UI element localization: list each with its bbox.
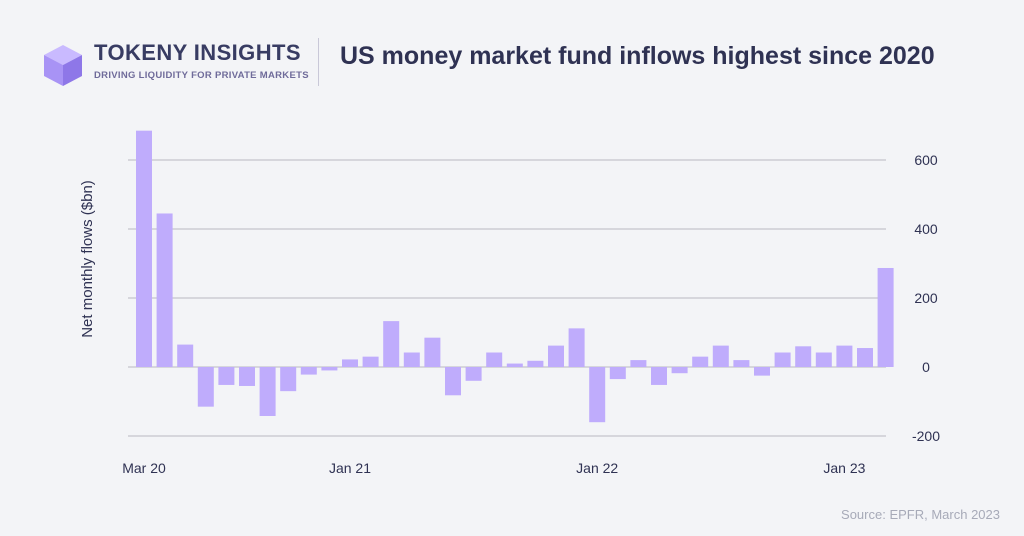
bar — [177, 344, 194, 367]
bar — [239, 367, 255, 386]
bar — [836, 345, 853, 367]
bar — [815, 352, 832, 367]
bar — [486, 352, 503, 367]
bar — [877, 267, 894, 367]
bar — [280, 367, 297, 392]
header-divider — [318, 38, 319, 86]
bar — [506, 363, 523, 367]
bar — [857, 348, 873, 367]
bar — [321, 367, 338, 371]
bar — [465, 367, 482, 381]
chart-title: US money market fund inflows highest sin… — [340, 42, 935, 70]
bar — [300, 367, 317, 375]
cube-logo-icon — [44, 45, 82, 86]
y-tick-label: 400 — [914, 221, 938, 237]
bar — [136, 130, 152, 367]
brand: TOKENY INSIGHTS DRIVING LIQUIDITY FOR PR… — [94, 40, 309, 81]
x-tick-label: Jan 21 — [329, 460, 371, 476]
bar — [362, 356, 379, 367]
bar — [342, 359, 358, 367]
bar — [568, 328, 585, 367]
y-axis-label: Net monthly flows ($bn) — [79, 180, 96, 338]
bar — [156, 213, 173, 367]
x-tick-label: Mar 20 — [122, 460, 166, 476]
x-tick-label: Jan 23 — [823, 460, 865, 476]
bar — [589, 367, 606, 423]
brand-tagline: DRIVING LIQUIDITY FOR PRIVATE MARKETS — [94, 70, 309, 81]
y-tick-label: 0 — [922, 359, 930, 375]
bar — [712, 345, 729, 367]
bar — [197, 367, 214, 407]
bar — [259, 367, 276, 416]
y-tick-label: -200 — [912, 428, 940, 444]
bar — [733, 360, 750, 367]
bar — [692, 356, 709, 367]
source-note: Source: EPFR, March 2023 — [841, 507, 1000, 522]
bar — [609, 367, 626, 380]
x-tick-label: Jan 22 — [576, 460, 618, 476]
y-tick-label: 200 — [914, 290, 938, 306]
bar — [403, 352, 420, 367]
bar — [774, 352, 791, 367]
bar — [795, 346, 812, 367]
bar — [630, 360, 647, 367]
bar — [383, 321, 400, 367]
brand-name: TOKENY INSIGHTS — [94, 40, 301, 65]
bar — [527, 360, 544, 367]
bar — [671, 367, 688, 374]
bar — [218, 367, 235, 385]
header: TOKENY INSIGHTS DRIVING LIQUIDITY FOR PR… — [40, 38, 1000, 88]
bar — [548, 345, 564, 367]
bar — [651, 367, 667, 385]
bar — [424, 337, 441, 367]
bar — [754, 367, 770, 376]
y-tick-label: 600 — [914, 152, 938, 168]
bar — [445, 367, 461, 396]
